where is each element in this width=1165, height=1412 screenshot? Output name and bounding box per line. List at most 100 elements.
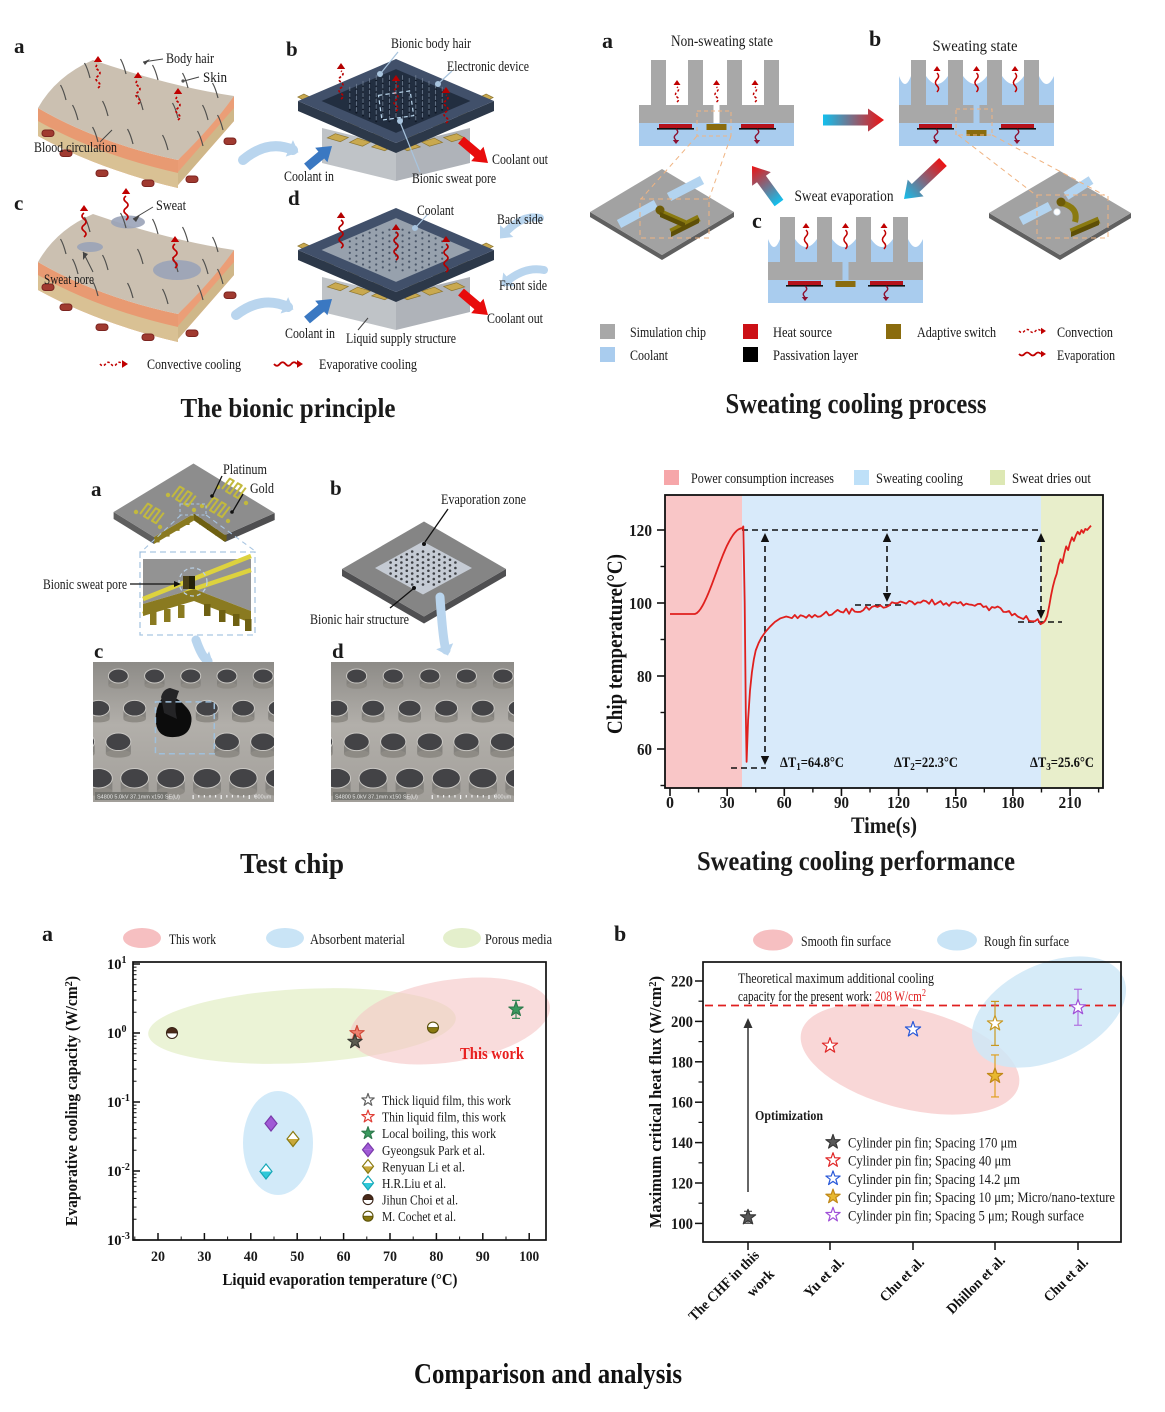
svg-text:Chu et al.: Chu et al. <box>877 1255 928 1306</box>
svg-text:Blood circulation: Blood circulation <box>34 140 117 156</box>
svg-text:30: 30 <box>197 1249 211 1265</box>
svg-text:Chip temperature(°C): Chip temperature(°C) <box>602 554 627 734</box>
svg-text:Sweating state: Sweating state <box>933 38 1018 55</box>
svg-text:Maximum critical heat flux (W/: Maximum critical heat flux (W/cm2) <box>646 976 665 1228</box>
svg-text:Electronic device: Electronic device <box>447 59 529 75</box>
svg-text:Bionic hair structure: Bionic hair structure <box>310 612 409 628</box>
svg-text:d: d <box>288 186 300 210</box>
svg-text:60: 60 <box>777 793 792 812</box>
svg-text:Adaptive switch: Adaptive switch <box>917 325 996 341</box>
svg-text:S4800 5.0kV 37.1mm x150 SE(U): S4800 5.0kV 37.1mm x150 SE(U) <box>335 795 418 801</box>
svg-text:Cylinder pin fin; Spacing 14.2: Cylinder pin fin; Spacing 14.2 μm <box>848 1172 1020 1188</box>
svg-text:160: 160 <box>671 1095 693 1112</box>
svg-text:Dhillon et al.: Dhillon et al. <box>944 1253 1009 1318</box>
svg-text:Yu et al.: Yu et al. <box>801 1255 848 1302</box>
svg-text:Cylinder pin fin; Spacing 40 μ: Cylinder pin fin; Spacing 40 μm <box>848 1154 1011 1170</box>
svg-text:c: c <box>752 208 762 233</box>
svg-text:Time(s): Time(s) <box>851 813 917 838</box>
svg-text:200: 200 <box>671 1014 693 1031</box>
svg-text:S4800 5.0kV 37.1mm x150 SE(U): S4800 5.0kV 37.1mm x150 SE(U) <box>97 795 180 801</box>
svg-text:220: 220 <box>671 974 693 991</box>
svg-text:Sweating cooling: Sweating cooling <box>876 471 963 487</box>
svg-text:Coolant in: Coolant in <box>284 169 334 185</box>
svg-text:Gold: Gold <box>250 481 274 497</box>
svg-text:120: 120 <box>629 521 652 540</box>
svg-text:a: a <box>602 28 613 53</box>
svg-text:Bionic body hair: Bionic body hair <box>391 36 471 52</box>
svg-text:Liquid evaporation temperature: Liquid evaporation temperature (°C) <box>223 1270 458 1289</box>
svg-text:d: d <box>332 639 344 663</box>
svg-text:Gyeongsuk Park et al.: Gyeongsuk Park et al. <box>382 1143 485 1158</box>
svg-text:80: 80 <box>429 1249 443 1265</box>
svg-text:c: c <box>94 639 103 663</box>
svg-text:140: 140 <box>671 1135 693 1152</box>
svg-text:Sweat: Sweat <box>156 198 187 214</box>
svg-text:Skin: Skin <box>203 70 227 86</box>
svg-text:210: 210 <box>1059 793 1082 812</box>
svg-text:Optimization: Optimization <box>755 1109 823 1124</box>
svg-text:10-2: 10-2 <box>107 1162 130 1180</box>
svg-text:ΔT3=25.6°C: ΔT3=25.6°C <box>1030 755 1094 773</box>
svg-text:Front side: Front side <box>499 278 547 294</box>
svg-text:Cylinder pin fin; Spacing 5 μm: Cylinder pin fin; Spacing 5 μm; Rough su… <box>848 1208 1084 1224</box>
svg-text:Sweating cooling performance: Sweating cooling performance <box>697 846 1015 876</box>
svg-text:Smooth fin surface: Smooth fin surface <box>801 934 891 950</box>
svg-text:This work: This work <box>169 932 216 948</box>
svg-text:Cylinder pin fin; Spacing 10 μ: Cylinder pin fin; Spacing 10 μm; Micro/n… <box>848 1190 1115 1206</box>
svg-text:This work: This work <box>460 1044 524 1063</box>
svg-text:120: 120 <box>887 793 910 812</box>
svg-text:b: b <box>614 921 626 946</box>
svg-text:300um: 300um <box>254 795 271 801</box>
svg-text:150: 150 <box>944 793 967 812</box>
svg-text:Convection: Convection <box>1057 325 1113 341</box>
svg-text:Test chip: Test chip <box>240 849 344 880</box>
svg-text:Coolant: Coolant <box>630 348 669 364</box>
svg-text:Sweat evaporation: Sweat evaporation <box>795 188 894 205</box>
svg-text:180: 180 <box>671 1054 693 1071</box>
svg-text:50: 50 <box>290 1249 304 1265</box>
svg-text:H.R.Liu et al.: H.R.Liu et al. <box>382 1176 446 1191</box>
svg-text:The bionic principle: The bionic principle <box>181 393 396 423</box>
svg-text:a: a <box>42 921 53 946</box>
svg-text:100: 100 <box>107 1024 127 1042</box>
svg-text:Non-sweating state: Non-sweating state <box>671 33 773 50</box>
svg-text:Back side: Back side <box>497 212 543 228</box>
svg-text:Evaporative cooling capacity (: Evaporative cooling capacity (W/cm2) <box>62 976 81 1226</box>
svg-text:10-3: 10-3 <box>107 1231 130 1249</box>
svg-text:30: 30 <box>720 793 735 812</box>
svg-text:100: 100 <box>519 1249 539 1265</box>
svg-text:b: b <box>286 37 298 61</box>
svg-text:80: 80 <box>637 667 652 686</box>
svg-text:Thick liquid film, this work: Thick liquid film, this work <box>382 1093 511 1108</box>
svg-text:90: 90 <box>476 1249 490 1265</box>
svg-text:Evaporation: Evaporation <box>1057 348 1115 364</box>
svg-text:Coolant: Coolant <box>417 203 455 219</box>
svg-text:Passivation layer: Passivation layer <box>773 348 858 364</box>
svg-text:Rough fin surface: Rough fin surface <box>984 934 1069 950</box>
svg-text:Cylinder pin fin; Spacing 170: Cylinder pin fin; Spacing 170 μm <box>848 1136 1017 1152</box>
svg-text:90: 90 <box>834 793 849 812</box>
svg-text:Sweat pore: Sweat pore <box>44 272 94 288</box>
svg-text:M. Cochet et al.: M. Cochet et al. <box>382 1209 456 1224</box>
svg-text:100: 100 <box>629 594 652 613</box>
svg-text:Evaporation zone: Evaporation zone <box>441 492 526 508</box>
svg-text:180: 180 <box>1001 793 1024 812</box>
svg-text:Bionic sweat pore: Bionic sweat pore <box>412 171 496 187</box>
svg-text:Sweating cooling process: Sweating cooling process <box>726 389 987 420</box>
svg-text:Local boiling, this work: Local boiling, this work <box>382 1126 496 1141</box>
svg-text:Sweat dries out: Sweat dries out <box>1012 471 1091 487</box>
svg-text:Jihun Choi et al.: Jihun Choi et al. <box>382 1193 458 1208</box>
svg-text:Coolant out: Coolant out <box>487 311 544 327</box>
svg-text:Theoretical maximum additional: Theoretical maximum additional cooling <box>738 971 934 987</box>
svg-text:100: 100 <box>671 1216 693 1233</box>
svg-text:Porous media: Porous media <box>485 932 552 948</box>
svg-text:300um: 300um <box>494 795 511 801</box>
svg-text:Body hair: Body hair <box>166 51 214 67</box>
svg-text:c: c <box>14 191 23 215</box>
svg-text:20: 20 <box>151 1249 165 1265</box>
svg-text:ΔT2=22.3°C: ΔT2=22.3°C <box>894 755 958 773</box>
svg-text:Coolant in: Coolant in <box>285 326 335 342</box>
svg-text:b: b <box>330 476 342 500</box>
svg-text:Renyuan Li et al.: Renyuan Li et al. <box>382 1159 465 1174</box>
svg-text:Bionic sweat pore: Bionic sweat pore <box>43 577 127 593</box>
